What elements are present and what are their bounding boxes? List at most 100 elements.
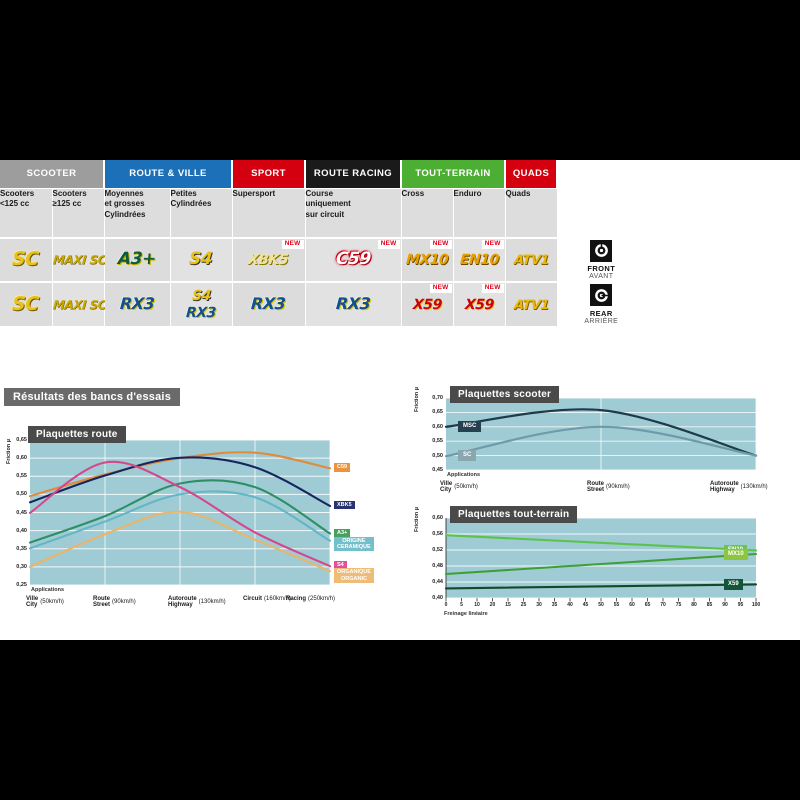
product-compatibility-table: SCOOTER ROUTE & VILLE SPORT ROUTE RACING… xyxy=(0,160,646,326)
logo-x59-cross: X59 xyxy=(412,296,442,313)
route-legend-s4: S4 xyxy=(334,561,347,570)
product-cell-maxisc-rear[interactable]: MAXI SC xyxy=(52,281,106,326)
product-cell-maxisc-front[interactable]: MAXI SC xyxy=(52,237,106,282)
subcat-scooters-under125: Scooters <125 cc xyxy=(0,187,53,238)
category-sport: SPORT xyxy=(232,160,307,188)
tt-xtick: 100 xyxy=(751,602,761,608)
tt-xtick: 80 xyxy=(691,602,697,608)
tt-xtick: 65 xyxy=(644,602,651,608)
tt-ytick: 0,52 xyxy=(432,547,443,553)
brake-disc-front-icon xyxy=(590,239,613,262)
tt-xtick: 85 xyxy=(706,602,713,608)
content-sheet: SCOOTER ROUTE & VILLE SPORT ROUTE RACING… xyxy=(0,160,800,640)
route-legend-xbk5: XBK5 xyxy=(334,500,355,510)
product-cell-atv1-rear[interactable]: ATV1 xyxy=(505,281,558,326)
chart-title-route: Plaquettes route xyxy=(28,426,126,443)
scooter-legend-msc: MSC xyxy=(458,420,482,432)
tt-xtick: 30 xyxy=(536,602,542,608)
product-cell-rx3-rear-1[interactable]: RX3 xyxy=(104,281,171,326)
subcat-spacer xyxy=(557,187,646,238)
scooter-ytick: 0,45 xyxy=(432,467,443,473)
product-cell-x59-cross-rear[interactable]: NEW X59 xyxy=(401,281,454,326)
logo-atv1: ATV1 xyxy=(513,253,549,268)
tt-xtick: 95 xyxy=(737,602,744,608)
logo-x59-enduro: X59 xyxy=(464,296,494,313)
tt-ytick: 0,60 xyxy=(432,515,443,521)
tt-xtick: 0 xyxy=(444,602,448,608)
subcat-cross: Cross xyxy=(401,187,454,238)
route-xtick-0: Ville City (50km/h) xyxy=(26,596,64,609)
product-cell-s4-rx3-rear[interactable]: S4 RX3 xyxy=(170,281,233,326)
tt-xtick: 60 xyxy=(629,602,635,608)
tt-xtick: 10 xyxy=(474,602,480,608)
route-ytick: 0,50 xyxy=(16,491,27,498)
tt-xtick: 75 xyxy=(675,602,682,608)
route-xtick-1: Route Street (90km/h) xyxy=(93,596,136,609)
category-route-racing: ROUTE RACING xyxy=(305,160,403,188)
logo-rx3-sport: RX3 xyxy=(250,293,287,313)
product-cell-atv1-front[interactable]: ATV1 xyxy=(505,237,558,282)
subcat-moyennes-grosses: Moyennes et grosses Cylindrées xyxy=(104,187,171,238)
product-cell-rx3-rear-3[interactable]: RX3 xyxy=(305,281,402,326)
logo-s4: S4 xyxy=(188,249,214,269)
chart-title-tout-terrain: Plaquettes tout-terrain xyxy=(450,506,578,523)
product-cell-xbk5-front[interactable]: NEW XBK5 xyxy=(232,237,306,282)
logo-en10: EN10 xyxy=(459,252,499,268)
scooter-applications-label: Applications xyxy=(447,472,481,478)
product-cell-a3plus-front[interactable]: A3+ xyxy=(104,237,171,282)
route-ytick: 0,45 xyxy=(16,509,27,516)
route-ytick: 0,65 xyxy=(16,437,27,443)
route-ytick: 0,30 xyxy=(16,563,27,570)
tt-xtick: 55 xyxy=(613,602,620,608)
product-cell-mx10-front[interactable]: NEW MX10 xyxy=(401,237,454,282)
subcat-supersport: Supersport xyxy=(232,187,306,238)
logo-a3plus: A3+ xyxy=(117,249,157,269)
tt-xtick: 35 xyxy=(551,602,558,608)
product-cell-rx3-rear-2[interactable]: RX3 xyxy=(232,281,306,326)
product-cell-sc-front[interactable]: SC xyxy=(0,237,53,282)
front-product-row: SC MAXI SC A3+ S4 NEW XBK5 NEW C59 xyxy=(0,237,646,282)
scooter-xtick-0: Ville City (50km/h) xyxy=(440,481,478,494)
position-label-front: FRONT xyxy=(587,264,616,274)
logo-s4-rear: S4 xyxy=(191,287,211,304)
category-header-row: SCOOTER ROUTE & VILLE SPORT ROUTE RACING… xyxy=(0,160,646,188)
logo-xbk5: XBK5 xyxy=(247,252,290,268)
product-cell-sc-rear[interactable]: SC xyxy=(0,281,53,326)
position-cell-rear: REAR ARRIÈRE xyxy=(557,281,646,326)
scooter-ytick: 0,55 xyxy=(432,438,443,445)
subcat-enduro: Enduro xyxy=(453,187,506,238)
category-spacer xyxy=(557,160,646,188)
route-ytick: 0,55 xyxy=(16,473,27,480)
product-cell-s4-front[interactable]: S4 xyxy=(170,237,233,282)
route-xtick-4: Racing (250km/h) xyxy=(286,596,336,603)
route-applications-label: Applications xyxy=(31,587,65,593)
route-ytick: 0,40 xyxy=(16,527,27,534)
tt-xtick: 5 xyxy=(460,602,463,608)
product-cell-x59-enduro-rear[interactable]: NEW X59 xyxy=(453,281,506,326)
section-title-results: Résultats des bancs d'essais xyxy=(4,388,181,406)
category-quads: QUADS xyxy=(505,160,559,188)
product-cell-c59-front[interactable]: NEW C59 xyxy=(305,237,402,282)
scooter-ytick: 0,70 xyxy=(432,395,443,401)
logo-rx3: RX3 xyxy=(119,293,155,313)
logo-sc: SC xyxy=(11,248,40,270)
route-ytick: 0,35 xyxy=(16,545,27,552)
position-sub-front: AVANT xyxy=(589,273,614,281)
product-cell-en10-front[interactable]: NEW EN10 xyxy=(453,237,506,282)
new-badge-xbk5: NEW xyxy=(281,240,304,249)
brake-disc-rear-icon xyxy=(590,284,613,307)
subcat-petites-cylindrees: Petites Cylindrées xyxy=(170,187,233,238)
chart-plaquettes-route: Plaquettes route Friction µ 0,65 0,60 0,55… xyxy=(0,418,400,608)
category-scooter: SCOOTER xyxy=(0,160,105,188)
tt-xtick: 70 xyxy=(660,602,666,608)
logo-atv1-rear: ATV1 xyxy=(513,297,549,313)
chart-plaquettes-tout-terrain: Plaquettes tout-terrain Friction µ 0,60 0… xyxy=(406,502,800,622)
position-label-rear: REAR xyxy=(589,308,613,318)
position-sub-rear: ARRIÈRE xyxy=(584,317,619,325)
rear-product-row: SC MAXI SC RX3 S4 RX3 RX3 xyxy=(0,281,646,326)
route-legend-origine-ceramique: ORIGINE CERAMIQUE xyxy=(334,536,374,552)
logo-rx3-racing: RX3 xyxy=(335,293,371,313)
route-xtick-2: Autoroute Highway (130km/h) xyxy=(168,596,226,609)
position-cell-front: FRONT AVANT xyxy=(557,237,646,282)
logo-mx10: MX10 xyxy=(405,252,449,268)
